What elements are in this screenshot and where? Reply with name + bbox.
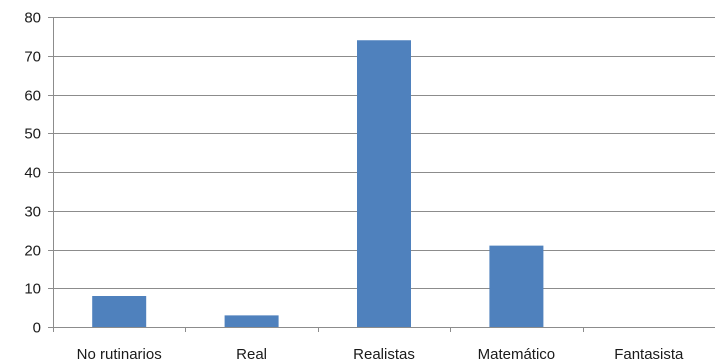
bar-real (224, 315, 279, 327)
y-tick-label: 40 (24, 165, 41, 182)
x-tick-label: Realistas (353, 346, 415, 363)
bar-realistas (357, 40, 411, 327)
y-tick-label: 30 (24, 204, 41, 221)
x-tick-label: Fantasista (614, 346, 684, 363)
y-tick-label: 0 (33, 320, 41, 337)
x-tick-label: Matemático (478, 346, 556, 363)
y-tick-label: 60 (24, 88, 41, 105)
bar-matem-tico (489, 245, 544, 327)
x-tick-label: No rutinarios (77, 346, 162, 363)
axes (48, 17, 715, 332)
bars (92, 40, 544, 327)
bar-no-rutinarios (92, 296, 147, 327)
x-tick-label: Real (236, 346, 267, 363)
y-tick-label: 20 (24, 243, 41, 260)
y-tick-label: 70 (24, 49, 41, 66)
y-tick-label: 10 (24, 281, 41, 298)
y-tick-label: 50 (24, 126, 41, 143)
y-tick-label: 80 (24, 10, 41, 27)
tick-labels: 0 10 20 30 40 50 60 70 80 No rutinarios Real Realis… (24, 10, 684, 364)
